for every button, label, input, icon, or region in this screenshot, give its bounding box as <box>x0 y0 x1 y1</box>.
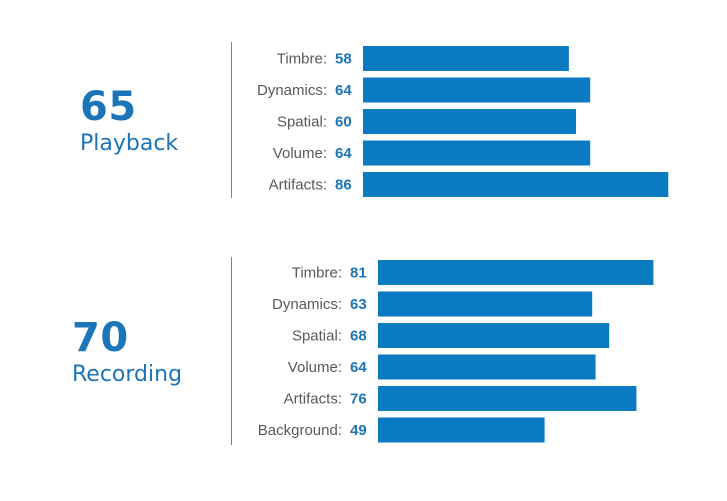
recording-value-label: 76 <box>350 391 367 408</box>
playback-score: 65 <box>80 84 137 130</box>
recording-divider <box>231 257 232 445</box>
recording-value-label: 64 <box>350 359 367 376</box>
recording-value-label: 49 <box>350 422 367 439</box>
playback-value-label: 64 <box>335 145 352 162</box>
playback-bar <box>363 109 576 134</box>
playback-value-label: 60 <box>335 114 352 131</box>
recording-category-label: Artifacts: <box>284 391 342 408</box>
playback-category-label: Volume: <box>273 145 327 162</box>
playback-category-label: Spatial: <box>277 114 327 131</box>
playback-category-label: Dynamics: <box>257 82 327 99</box>
playback-category-label: Timbre: <box>277 51 327 68</box>
recording-category-label: Dynamics: <box>272 296 342 313</box>
playback-divider <box>231 42 232 198</box>
playback-value-label: 86 <box>335 177 352 194</box>
recording-label: Recording <box>72 362 183 387</box>
playback-bar <box>363 77 591 103</box>
playback-bar <box>363 46 569 71</box>
playback-label: Playback <box>80 131 179 156</box>
recording-bar <box>378 323 610 348</box>
recording-category-label: Timbre: <box>292 265 342 282</box>
recording-value-label: 68 <box>350 328 367 345</box>
recording-value-label: 63 <box>350 296 367 313</box>
recording-category-label: Background: <box>258 422 342 439</box>
playback-value-label: 58 <box>335 51 352 68</box>
playback-category-label: Artifacts: <box>269 177 327 194</box>
recording-bar <box>378 260 654 285</box>
playback-bar <box>363 172 669 197</box>
recording-bar <box>378 417 545 443</box>
recording-bar <box>378 354 596 380</box>
recording-score: 70 <box>72 315 129 361</box>
recording-value-label: 81 <box>350 265 367 282</box>
playback-bar <box>363 140 591 166</box>
recording-category-label: Volume: <box>288 359 342 376</box>
playback-bar-chart: Timbre: 58 Dynamics: 64 Spatial: 60 Volume: 64 A… <box>257 46 669 197</box>
recording-bar <box>378 386 637 411</box>
recording-category-label: Spatial: <box>292 328 342 345</box>
recording-bar <box>378 291 593 317</box>
playback-value-label: 64 <box>335 82 352 99</box>
